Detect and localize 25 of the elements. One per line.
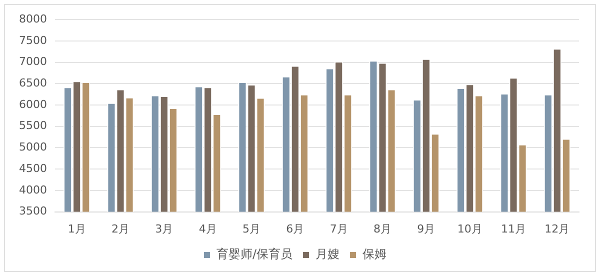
y-tick-label: 8000 <box>18 12 47 26</box>
y-tick-label: 7000 <box>18 55 47 68</box>
legend-label: 育婴师/保育员 <box>216 247 293 262</box>
x-tick-label: 5月 <box>242 222 260 236</box>
x-tick-label: 7月 <box>330 222 348 236</box>
x-tick-label: 6月 <box>286 222 304 236</box>
x-tick-label: 2月 <box>111 222 130 236</box>
x-tick-label: 3月 <box>155 222 174 236</box>
y-tick-label: 7500 <box>18 34 47 47</box>
y-tick-label: 5000 <box>18 140 47 154</box>
x-tick-label: 10月 <box>457 222 482 236</box>
y-tick-label: 5500 <box>18 119 47 132</box>
y-tick-label: 4000 <box>18 183 47 196</box>
x-tick-label: 1月 <box>68 222 86 236</box>
legend-label: 保姆 <box>362 247 387 262</box>
x-tick-label: 9月 <box>417 222 436 236</box>
x-tick-label: 4月 <box>198 222 217 236</box>
legend-label: 月嫂 <box>316 247 340 262</box>
y-tick-label: 6000 <box>18 98 47 111</box>
x-tick-label: 11月 <box>501 222 526 236</box>
y-tick-label: 6500 <box>18 76 47 90</box>
x-tick-label: 8月 <box>374 222 392 236</box>
y-tick-label: 3500 <box>18 204 47 218</box>
x-tick-label: 12月 <box>544 222 570 236</box>
y-tick-label: 4500 <box>18 162 47 175</box>
